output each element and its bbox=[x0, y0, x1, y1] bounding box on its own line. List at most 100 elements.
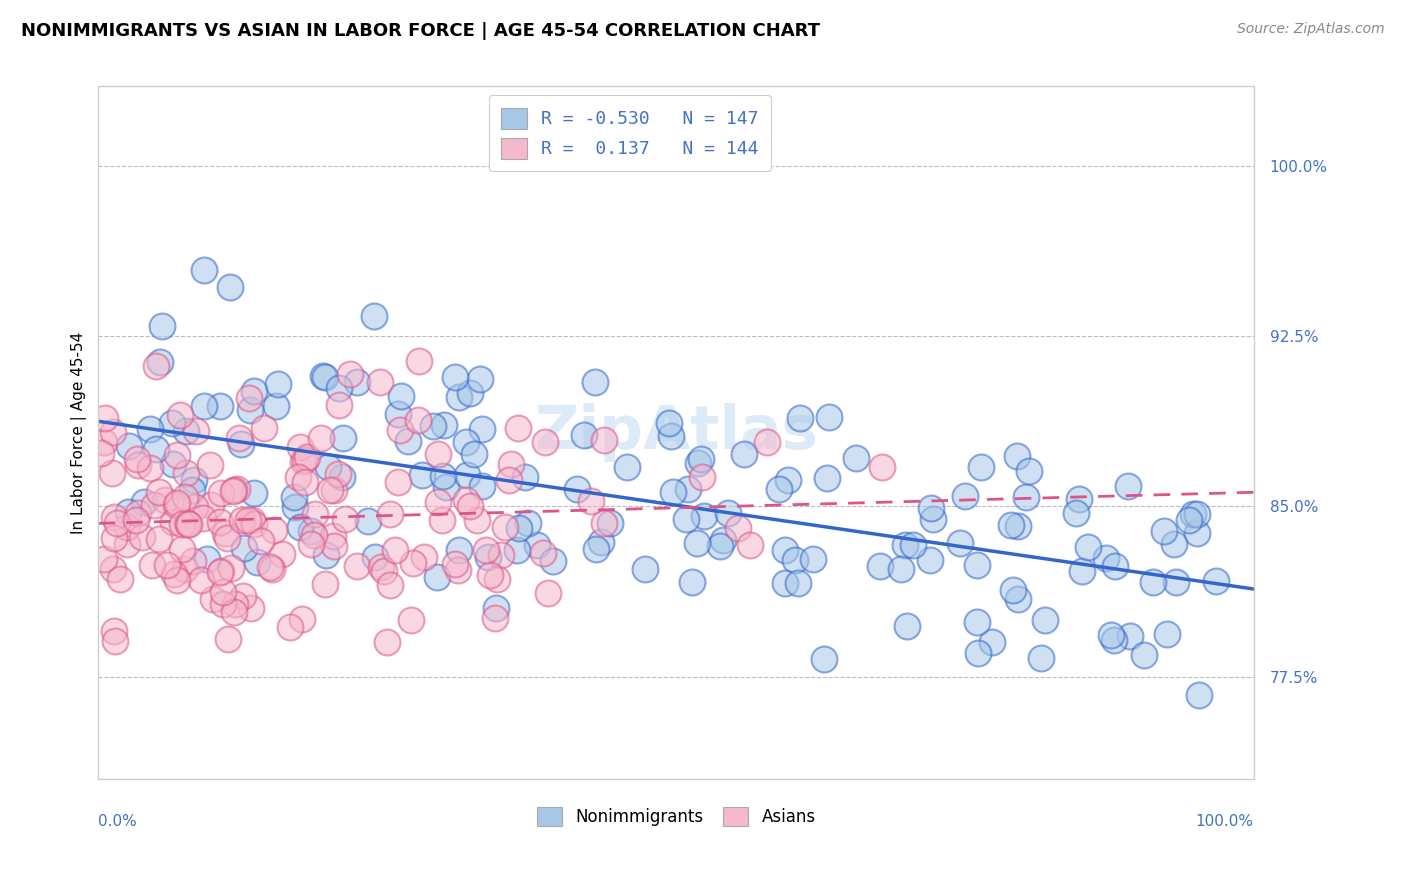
Point bbox=[786, 576, 808, 591]
Point bbox=[232, 589, 254, 603]
Point bbox=[375, 635, 398, 649]
Point bbox=[191, 511, 214, 525]
Point bbox=[1033, 613, 1056, 627]
Point bbox=[181, 554, 204, 568]
Point bbox=[328, 467, 350, 482]
Point bbox=[411, 467, 433, 482]
Point bbox=[948, 535, 970, 549]
Point bbox=[291, 454, 314, 468]
Point bbox=[387, 475, 409, 490]
Point bbox=[217, 632, 239, 646]
Point bbox=[402, 557, 425, 571]
Point bbox=[1133, 648, 1156, 663]
Point bbox=[389, 423, 412, 437]
Point bbox=[427, 495, 450, 509]
Point bbox=[1000, 517, 1022, 532]
Point bbox=[319, 483, 342, 497]
Point bbox=[658, 416, 681, 430]
Point bbox=[692, 509, 714, 524]
Point bbox=[526, 538, 548, 552]
Point bbox=[785, 552, 807, 566]
Point bbox=[901, 538, 924, 552]
Point bbox=[322, 529, 344, 543]
Point bbox=[458, 500, 481, 514]
Point bbox=[318, 460, 340, 475]
Point bbox=[103, 531, 125, 545]
Point bbox=[1102, 632, 1125, 647]
Point bbox=[1015, 490, 1038, 504]
Point bbox=[967, 646, 990, 660]
Point bbox=[516, 516, 538, 531]
Point bbox=[346, 558, 368, 573]
Point bbox=[592, 516, 614, 530]
Point bbox=[108, 572, 131, 586]
Point bbox=[1142, 575, 1164, 590]
Point bbox=[801, 551, 824, 566]
Text: 0.0%: 0.0% bbox=[98, 814, 138, 829]
Point bbox=[413, 550, 436, 565]
Point bbox=[294, 475, 316, 489]
Point bbox=[166, 573, 188, 587]
Point bbox=[208, 399, 231, 413]
Point bbox=[219, 561, 242, 575]
Point bbox=[565, 482, 588, 496]
Point bbox=[890, 561, 912, 575]
Point bbox=[309, 431, 332, 445]
Point bbox=[240, 513, 263, 527]
Point bbox=[117, 537, 139, 551]
Point bbox=[209, 516, 232, 530]
Point bbox=[173, 491, 195, 505]
Point bbox=[176, 516, 198, 531]
Point bbox=[177, 516, 200, 531]
Point bbox=[209, 485, 232, 500]
Point bbox=[485, 601, 508, 615]
Point bbox=[870, 460, 893, 475]
Point bbox=[681, 575, 703, 590]
Point bbox=[1018, 464, 1040, 478]
Point bbox=[166, 448, 188, 462]
Point bbox=[93, 552, 115, 566]
Point bbox=[1163, 537, 1185, 551]
Point bbox=[290, 520, 312, 534]
Point bbox=[446, 563, 468, 577]
Point bbox=[174, 466, 197, 480]
Point bbox=[378, 577, 401, 591]
Point bbox=[214, 526, 236, 541]
Point bbox=[432, 469, 454, 483]
Text: 100.0%: 100.0% bbox=[1195, 814, 1254, 829]
Point bbox=[184, 500, 207, 515]
Point bbox=[145, 442, 167, 456]
Point bbox=[177, 517, 200, 532]
Point bbox=[224, 597, 246, 611]
Point bbox=[315, 549, 337, 563]
Point bbox=[299, 524, 322, 538]
Point bbox=[243, 384, 266, 398]
Point bbox=[981, 635, 1004, 649]
Point bbox=[127, 506, 149, 520]
Point bbox=[1064, 506, 1087, 520]
Point bbox=[426, 447, 449, 461]
Point bbox=[920, 500, 942, 515]
Point bbox=[323, 539, 346, 553]
Point bbox=[534, 434, 557, 449]
Point bbox=[295, 450, 318, 464]
Point bbox=[634, 562, 657, 576]
Point bbox=[169, 408, 191, 422]
Point bbox=[232, 541, 254, 556]
Point bbox=[1188, 689, 1211, 703]
Point bbox=[589, 534, 612, 549]
Point bbox=[184, 424, 207, 438]
Point bbox=[475, 542, 498, 557]
Point bbox=[231, 437, 253, 451]
Point bbox=[117, 505, 139, 519]
Point bbox=[221, 484, 243, 499]
Point bbox=[104, 634, 127, 648]
Point bbox=[283, 490, 305, 504]
Point bbox=[738, 538, 761, 552]
Point bbox=[173, 561, 195, 575]
Point bbox=[195, 552, 218, 566]
Point bbox=[513, 469, 536, 483]
Point bbox=[463, 447, 485, 461]
Point bbox=[537, 586, 560, 600]
Point bbox=[314, 577, 336, 591]
